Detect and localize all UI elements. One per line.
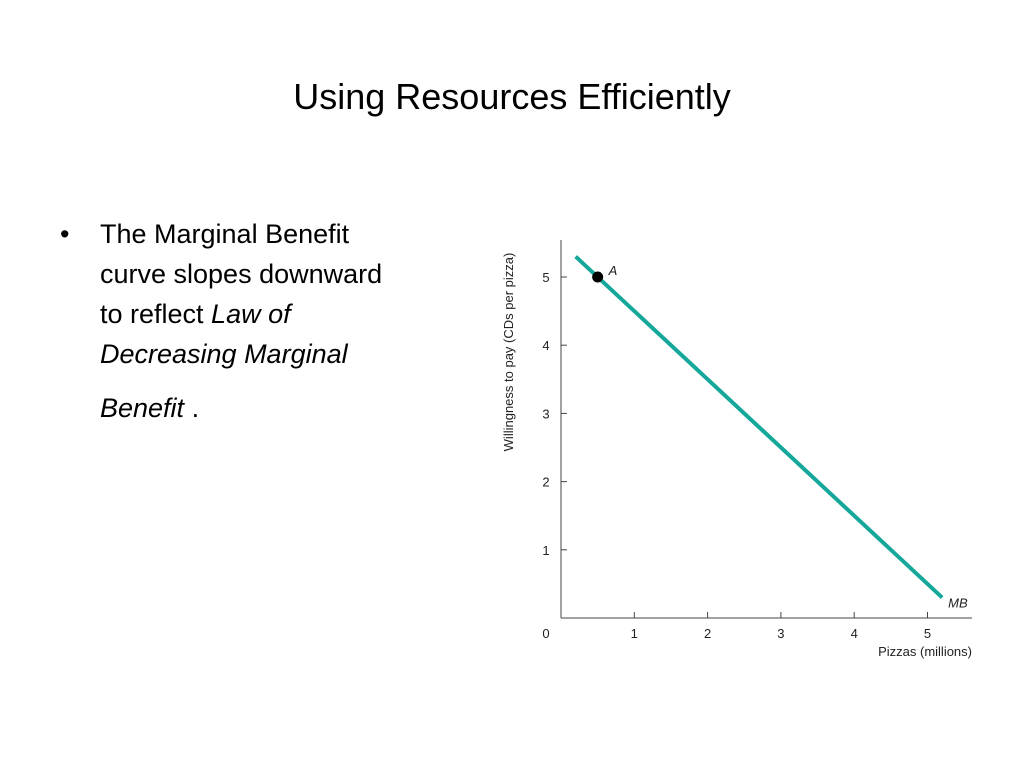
x-tick-label: 5 <box>924 626 931 641</box>
mb-curve <box>574 255 944 600</box>
y-tick-label: 1 <box>542 543 549 558</box>
mb-curve-label: MB <box>948 596 968 611</box>
x-tick-label: 4 <box>851 626 858 641</box>
bullet-line-2: curve slopes downward <box>100 259 383 289</box>
x-tick-label: 1 <box>631 626 638 641</box>
bullet-line-4-italic: Decreasing Marginal <box>100 339 348 369</box>
bullet-line-5-suffix: . <box>184 393 200 423</box>
bullet-line-3-italic: Law of <box>211 299 291 329</box>
y-tick-label: 5 <box>542 270 549 285</box>
x-tick-label: 2 <box>704 626 711 641</box>
y-axis-label: Willingness to pay (CDs per pizza) <box>501 253 516 452</box>
x-tick-label: 3 <box>777 626 784 641</box>
point-a-marker <box>592 271 604 283</box>
bullet-line-1: The Marginal Benefit <box>100 219 350 249</box>
slide-title: Using Resources Efficiently <box>293 76 731 117</box>
bullet-line-5: Benefit . <box>100 388 480 428</box>
bullet-dot: • <box>60 219 70 249</box>
y-tick-label: 4 <box>542 338 549 353</box>
x-tick-label: 0 <box>542 626 549 641</box>
x-axis-label: Pizzas (millions) <box>878 644 972 659</box>
bullet-line-4: Decreasing Marginal <box>100 334 480 374</box>
bullet-line-5-italic: Benefit <box>100 393 185 423</box>
y-tick-label: 2 <box>542 475 549 490</box>
bullet-line-3-prefix: to reflect <box>100 299 212 329</box>
bullet-text: The Marginal Benefit curve slopes downwa… <box>100 214 480 428</box>
point-a-label: A <box>608 263 618 278</box>
bullet-line-3: to reflect Law of <box>100 294 480 334</box>
y-tick-label: 3 <box>542 406 549 421</box>
